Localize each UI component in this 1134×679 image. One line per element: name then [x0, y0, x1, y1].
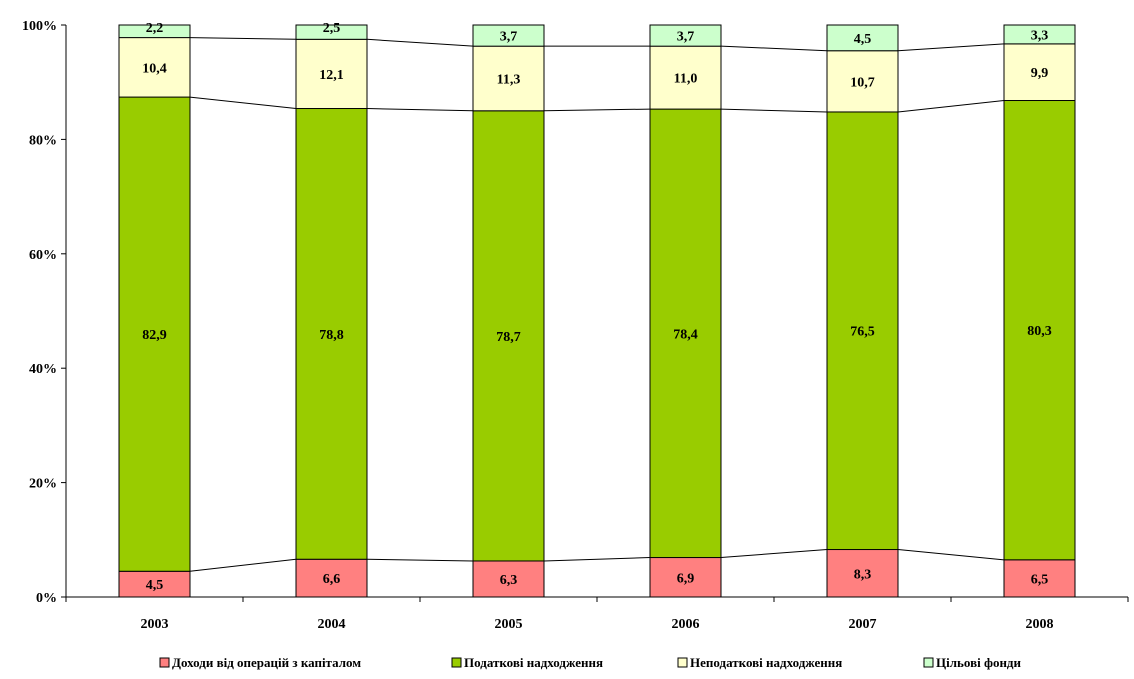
series-connector-line [366, 558, 474, 562]
data-label: 4,5 [854, 32, 872, 47]
legend-label: Податкові надходження [464, 655, 603, 670]
x-tick-label: 2006 [672, 617, 700, 632]
bar-segment [118, 96, 191, 572]
data-label: 10,7 [850, 75, 875, 90]
bar-segment [649, 108, 722, 559]
x-tick-label: 2003 [141, 617, 169, 632]
data-label: 6,9 [677, 571, 695, 586]
data-label: 2,5 [323, 21, 341, 36]
legend-swatch [159, 657, 170, 668]
series-connector-line [897, 43, 1005, 52]
series-connector-line [189, 37, 297, 40]
y-tick-label: 0% [36, 591, 57, 606]
series-connector-lines [189, 37, 1005, 572]
series-connector-line [366, 38, 474, 47]
series-connector-line [720, 45, 828, 52]
bar-segment [649, 24, 722, 47]
bar-segment [295, 38, 368, 110]
legend-swatch [451, 657, 462, 668]
y-tick-label: 60% [29, 248, 57, 263]
axes-group: 0% 20% 40% 60% 80% 100% 2003 2004 2005 2006 2007 20… [22, 19, 1129, 632]
y-tick-label: 20% [29, 477, 57, 492]
data-label: 78,7 [496, 330, 521, 345]
data-label: 6,5 [1031, 572, 1049, 587]
bar-segment [118, 37, 191, 98]
data-label: 11,3 [497, 72, 521, 87]
series-connector-line [189, 558, 297, 572]
data-label: 6,6 [323, 572, 341, 587]
data-label: 11,0 [674, 72, 698, 87]
legend-item: Податкові надходження [451, 655, 603, 670]
bar-segment [118, 570, 191, 598]
data-label: 12,1 [319, 68, 344, 83]
bar-segment [1003, 100, 1076, 561]
bar-segment [649, 557, 722, 598]
legend-item: Цільові фонди [923, 655, 1022, 670]
legend-swatch [923, 657, 934, 668]
legend: Доходи від операцій з капіталом Податкові… [159, 655, 1022, 670]
bar-segment [472, 110, 545, 562]
data-label: 4,5 [146, 578, 164, 593]
bar-segment [118, 24, 191, 39]
bar-segment [472, 24, 545, 47]
bar-segment [826, 24, 899, 52]
series-connector-line [897, 100, 1005, 113]
legend-label: Доходи від операцій з капіталом [172, 655, 361, 670]
data-label: 8,3 [854, 567, 872, 582]
legend-item: Неподаткові надходження [677, 655, 842, 670]
data-label: 3,3 [1031, 28, 1049, 43]
data-label: 3,7 [677, 30, 695, 45]
series-connector-line [189, 96, 297, 110]
bar-segment [295, 558, 368, 598]
data-labels-group: 4,5 82,9 10,4 2,2 6,6 78,8 12,1 2,5 6,3 78,7 11,3 3… [142, 21, 1052, 593]
series-connector-line [543, 557, 651, 562]
bar-segment [472, 45, 545, 112]
data-label: 78,4 [673, 327, 698, 342]
legend-swatch [677, 657, 688, 668]
y-tick-label: 100% [22, 19, 57, 34]
series-connector-line [543, 108, 651, 112]
x-tick-label: 2007 [849, 617, 877, 632]
data-label: 82,9 [142, 328, 167, 343]
bar-segment [295, 108, 368, 560]
bar-segment [295, 24, 368, 40]
bar-segment [826, 111, 899, 551]
data-label: 3,7 [500, 30, 518, 45]
data-label: 6,3 [500, 573, 518, 588]
bars-group [118, 24, 1076, 598]
data-label: 10,4 [142, 61, 167, 76]
legend-label: Неподаткові надходження [690, 655, 842, 670]
bar-segment [472, 560, 545, 598]
series-connector-line [720, 108, 828, 113]
y-tick-label: 80% [29, 133, 57, 148]
bar-segment [826, 549, 899, 598]
data-label: 2,2 [146, 21, 164, 36]
bar-segment [826, 50, 899, 113]
bar-segment [649, 45, 722, 110]
data-label: 78,8 [319, 328, 344, 343]
legend-label: Цільові фонди [936, 655, 1022, 670]
bar-segment [1003, 24, 1076, 45]
data-label: 76,5 [850, 325, 875, 340]
series-connector-line [897, 549, 1005, 561]
legend-item: Доходи від операцій з капіталом [159, 655, 361, 670]
x-tick-label: 2004 [318, 617, 346, 632]
series-connector-line [720, 549, 828, 559]
data-label: 9,9 [1031, 66, 1049, 81]
y-tick-label: 40% [29, 362, 57, 377]
data-label: 80,3 [1027, 324, 1052, 339]
series-connector-line [366, 108, 474, 112]
x-tick-label: 2008 [1026, 617, 1054, 632]
x-tick-label: 2005 [495, 617, 523, 632]
